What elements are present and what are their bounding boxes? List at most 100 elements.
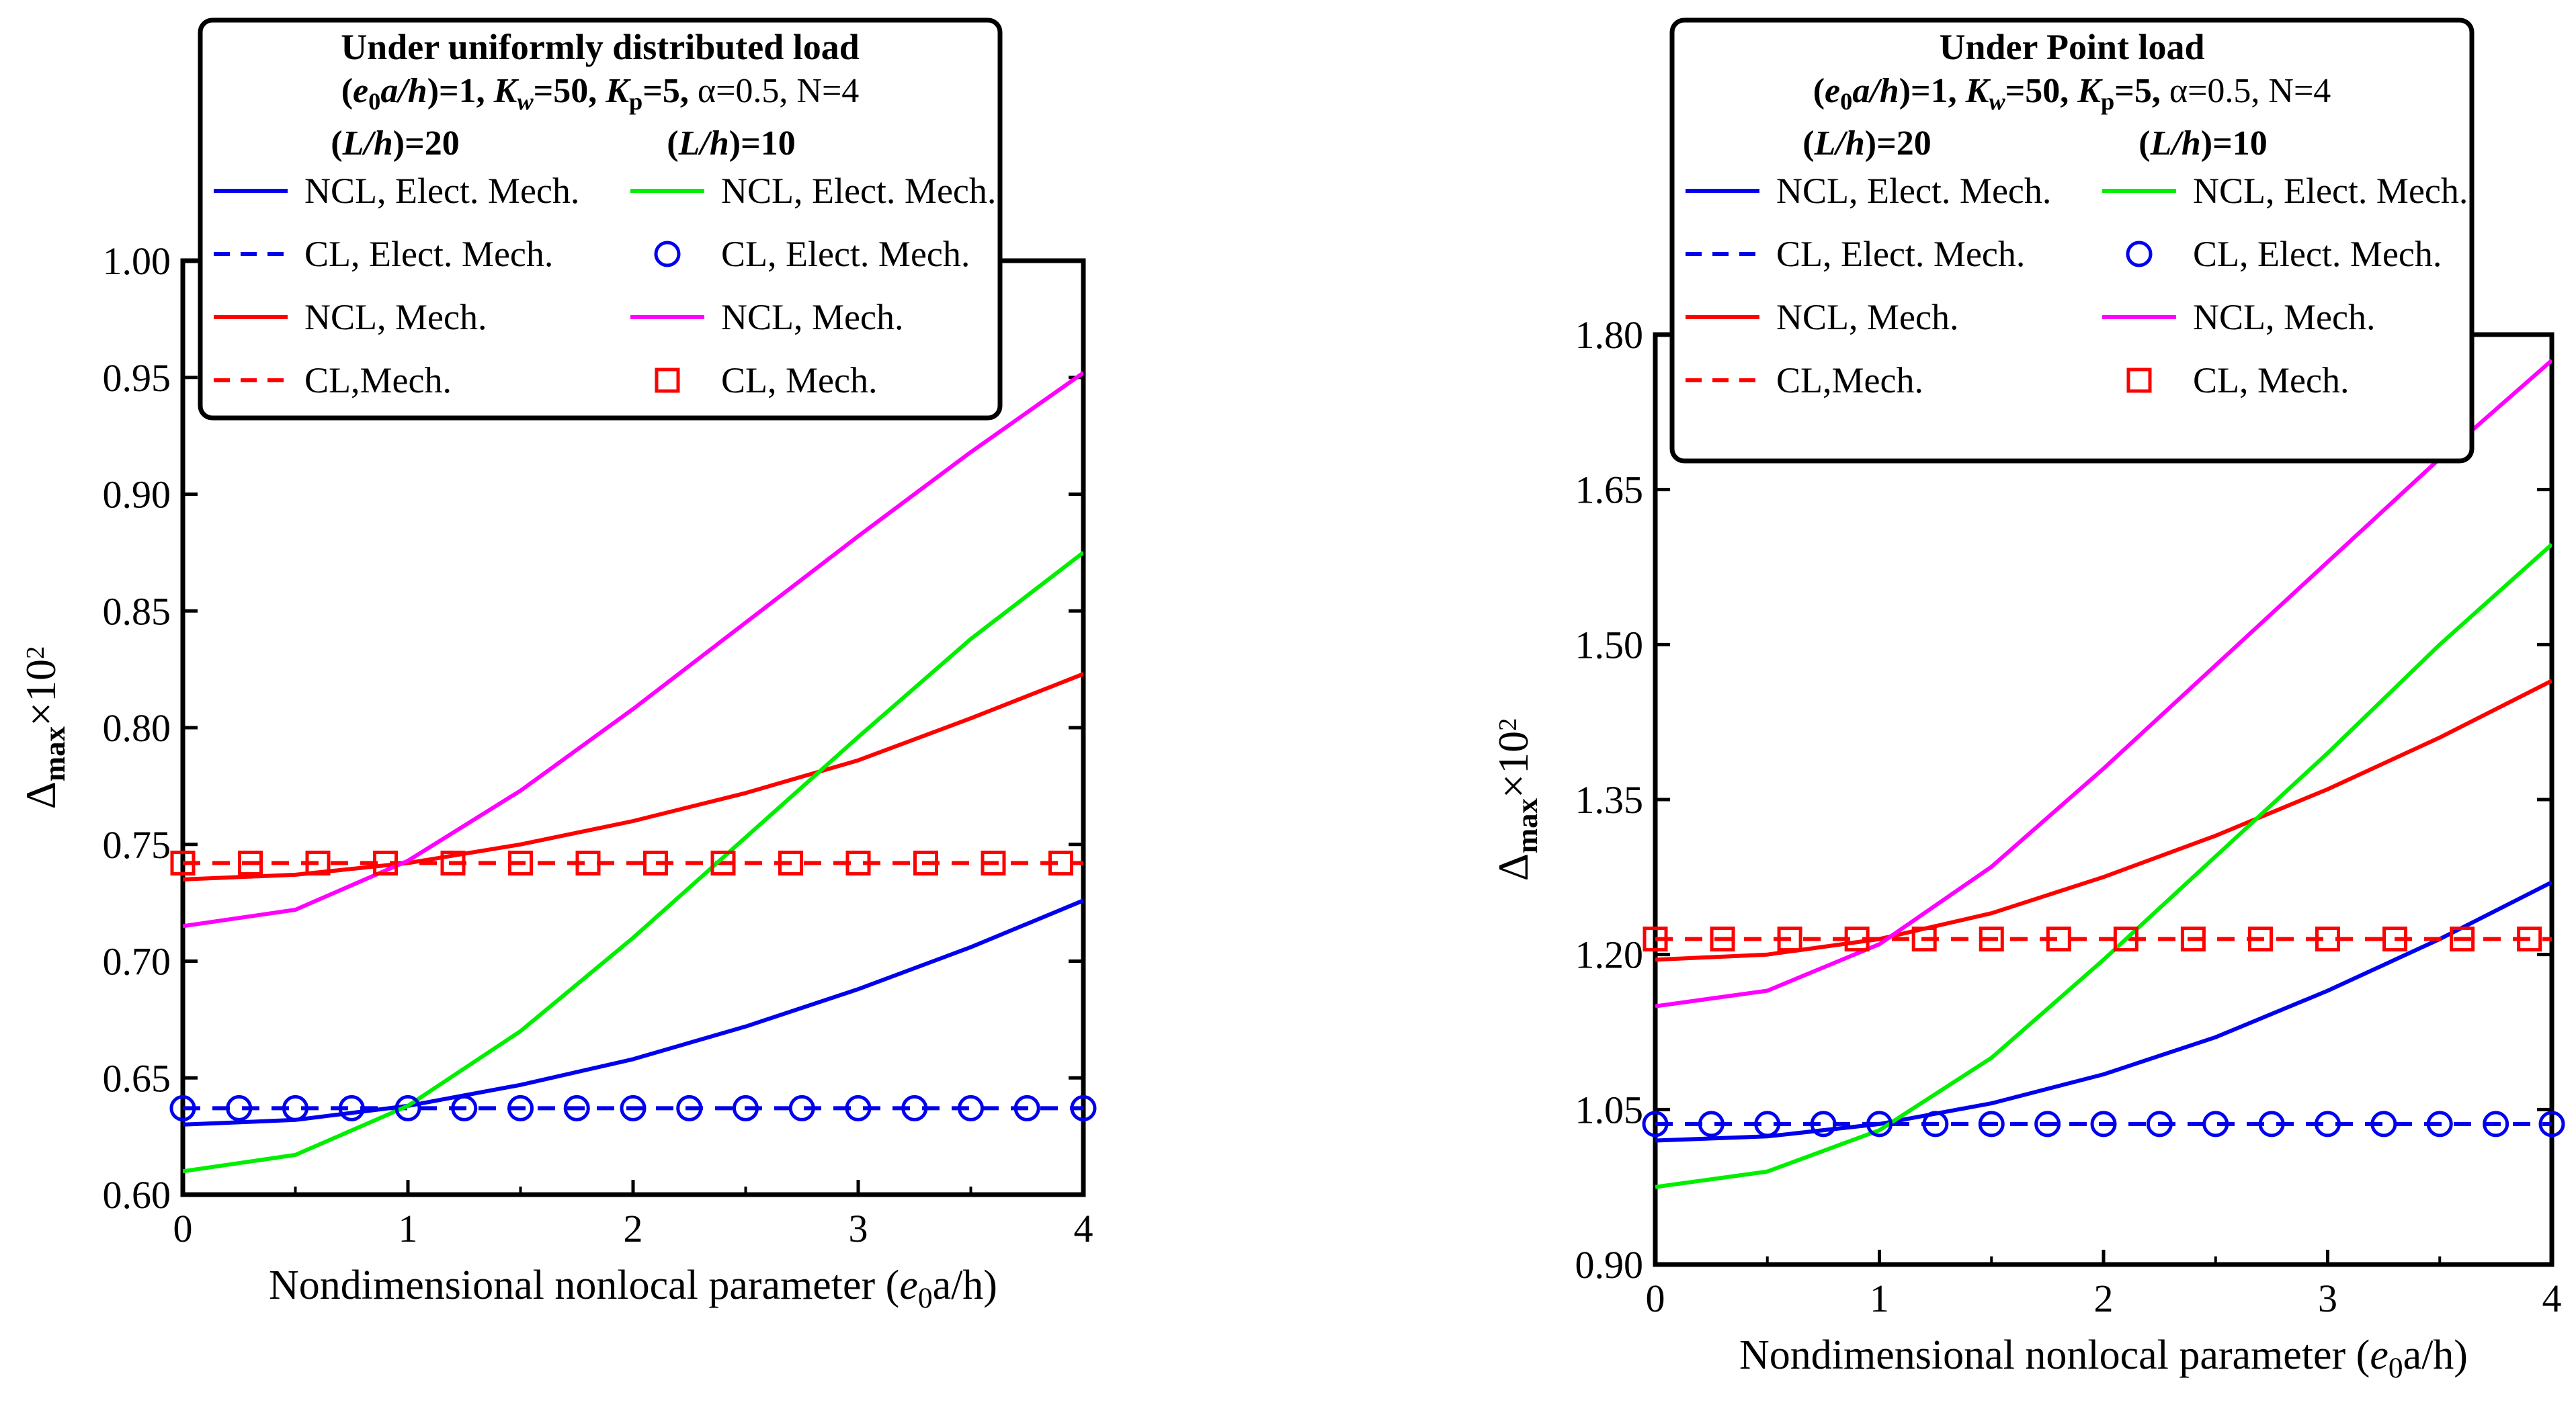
data-point-square (508, 851, 533, 876)
y-tick-label: 0.65 (103, 1056, 171, 1100)
data-point-circle (2034, 1111, 2061, 1138)
x-tick-label: 2 (2094, 1277, 2114, 1320)
data-point-square (2113, 927, 2138, 952)
legend-column-header: (L/h)=20 (1802, 124, 1931, 163)
series-line-ncl-elect-mech-20 (183, 898, 1083, 1127)
data-point-square (373, 851, 398, 876)
x-tick-label: 0 (173, 1207, 193, 1250)
legend-circle-sample (2126, 241, 2153, 267)
x-tick-label: 1 (1870, 1277, 1889, 1320)
legend-entry-label: NCL, Mech. (2193, 297, 2375, 337)
y-tick-label: 0.60 (103, 1173, 171, 1217)
y-tick-label: 0.85 (103, 589, 171, 633)
y-axis-label: Δmax×102 (17, 646, 71, 810)
x-tick-label: 4 (2542, 1277, 2562, 1320)
series-line-ncl-mech-20 (183, 672, 1083, 882)
data-point-square (2517, 927, 2542, 952)
data-point-circle (2202, 1111, 2229, 1138)
legend-entry-label: NCL, Mech. (721, 297, 903, 337)
y-tick-label: 0.75 (103, 823, 171, 867)
chart-panel-2: 0 1 2 3 4 0.90 1.05 1.20 1.35 1.50 1.65 1.80 Nondime… (1489, 17, 2565, 1384)
legend-title: Under uniformly distributed load (341, 27, 860, 67)
data-point-circle (2258, 1111, 2285, 1138)
data-point-circle (1642, 1111, 1669, 1138)
legend-entry-label: CL, Elect. Mech. (1776, 234, 2025, 274)
data-point-circle (2090, 1111, 2117, 1138)
y-tick-label: 1.80 (1575, 313, 1644, 357)
data-point-square (2247, 927, 2273, 952)
data-point-circle (788, 1095, 815, 1121)
series-line-ncl-mech-10 (1655, 359, 2552, 1009)
data-point-circle (620, 1095, 647, 1121)
legend-entry-label: NCL, Elect. Mech. (2193, 171, 2468, 211)
data-point-circle (1978, 1111, 2005, 1138)
data-point-square (170, 851, 196, 876)
data-point-square (1710, 927, 1735, 952)
y-tick-label: 1.20 (1575, 933, 1644, 977)
data-point-square (2046, 927, 2071, 952)
series-group (183, 371, 1083, 1174)
data-point-square (2315, 927, 2340, 952)
legend-square-sample (655, 368, 680, 393)
data-point-square (1979, 927, 2004, 952)
x-axis-label: Nondimensional nonlocal parameter (e0a/h… (1739, 1332, 2468, 1384)
data-point-circle (733, 1095, 759, 1121)
data-point-square (2382, 927, 2408, 952)
data-point-square (305, 851, 331, 876)
legend-column-header: (L/h)=20 (331, 124, 459, 163)
legend-entry-label: CL, Mech. (2193, 360, 2349, 400)
data-point-circle (1866, 1111, 1893, 1138)
data-point-circle (507, 1095, 534, 1121)
series-line-ncl-elect-mech-10 (183, 551, 1083, 1174)
y-tick-label: 0.90 (103, 473, 171, 517)
legend-box (1669, 17, 2475, 464)
x-tick-label: 3 (2318, 1277, 2337, 1320)
data-point-square (845, 851, 871, 876)
data-point-circle (2370, 1111, 2397, 1138)
legend: Under uniformly distributed load (e0a/h)=… (198, 17, 1003, 421)
legend-entry-label: CL,Mech. (1776, 360, 1923, 400)
legend-entry-label: NCL, Elect. Mech. (304, 171, 579, 211)
y-tick-label: 1.00 (103, 239, 171, 283)
data-point-circle (2315, 1111, 2341, 1138)
data-point-square (913, 851, 938, 876)
legend-column-header: (L/h)=10 (2138, 124, 2267, 163)
data-point-square (1048, 851, 1073, 876)
x-tick-label: 1 (399, 1207, 418, 1250)
legend-entry-label: CL, Mech. (721, 360, 877, 400)
data-point-circle (901, 1095, 928, 1121)
y-tick-label: 0.90 (1575, 1243, 1644, 1287)
series-line-ncl-elect-mech-10 (1655, 542, 2552, 1189)
data-point-square (643, 851, 668, 876)
legend-entry-label: CL, Elect. Mech. (721, 234, 970, 274)
data-point-circle (394, 1095, 421, 1121)
data-point-circle (1754, 1111, 1781, 1138)
data-point-square (1643, 927, 1668, 952)
data-point-circle (1013, 1095, 1040, 1121)
data-point-circle (2483, 1111, 2509, 1138)
data-point-circle (676, 1095, 703, 1121)
y-axis-label: Δmax×102 (1489, 718, 1544, 882)
legend-params: (e0a/h)=1, Kw=50, Kp=5, α=0.5, N=4 (341, 72, 860, 115)
legend-circle-sample (654, 241, 681, 267)
data-point-square (2450, 927, 2475, 952)
data-point-circle (451, 1095, 478, 1121)
legend-entry-label: NCL, Elect. Mech. (1776, 171, 2051, 211)
y-tick-label: 1.35 (1575, 778, 1644, 822)
legend-column-header: (L/h)=10 (667, 124, 795, 163)
data-point-circle (845, 1095, 872, 1121)
legend: Under Point load (e0a/h)=1, Kw=50, Kp=5, … (1669, 17, 2475, 464)
data-point-square (575, 851, 601, 876)
legend-entry-label: NCL, Elect. Mech. (721, 171, 996, 211)
data-point-circle (338, 1095, 365, 1121)
y-tick-label: 1.65 (1575, 468, 1644, 512)
y-tick-label: 0.80 (103, 706, 171, 750)
series-group (1655, 359, 2552, 1189)
x-axis-label: Nondimensional nonlocal parameter (e0a/h… (269, 1262, 997, 1314)
chart-panel-1: 0 1 2 3 4 0.60 0.65 0.70 0.75 0.80 0.85 0.90 0.95 1.0… (17, 17, 1097, 1314)
x-tick-label: 4 (1074, 1207, 1093, 1250)
legend-square-sample (2126, 368, 2152, 393)
data-point-circle (1070, 1095, 1097, 1121)
x-tick-label: 3 (849, 1207, 868, 1250)
